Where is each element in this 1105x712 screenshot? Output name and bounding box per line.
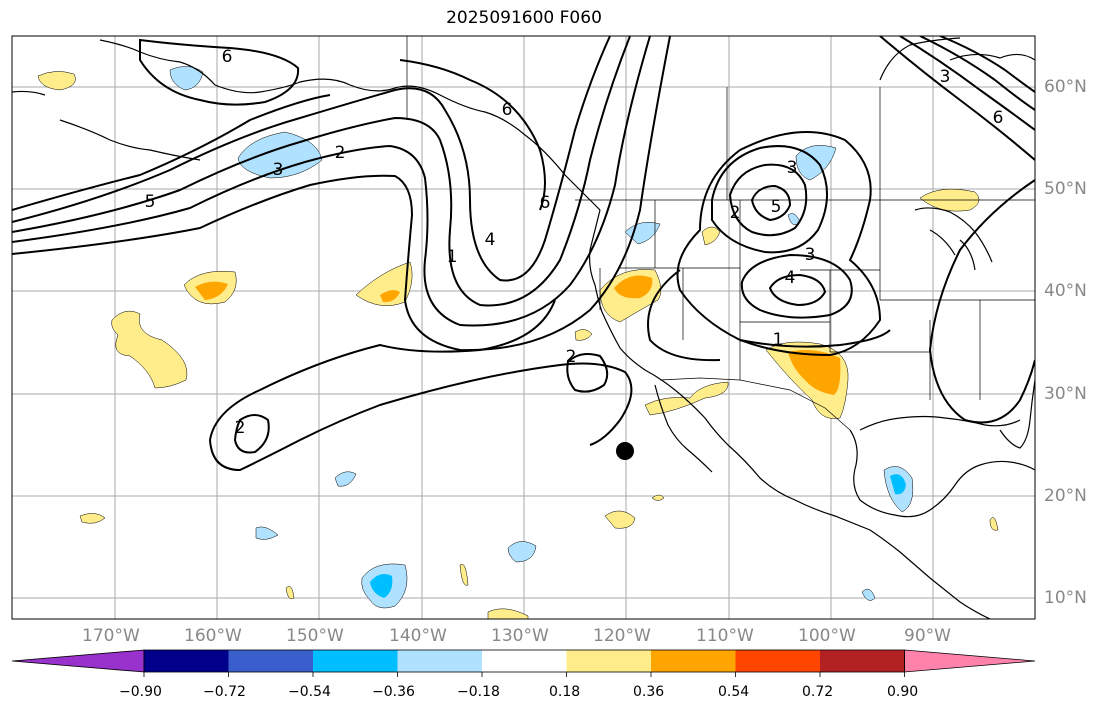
colorbar-tick-label: −0.72 — [203, 684, 246, 700]
colorbar-bin — [651, 650, 736, 672]
colorbar-bin — [566, 650, 651, 672]
lat-label: 60°N — [1044, 77, 1087, 97]
colorbar-bin — [228, 650, 313, 672]
lat-label: 20°N — [1044, 486, 1087, 506]
colorbar-ticks — [143, 672, 905, 677]
lon-label: 140°W — [389, 626, 447, 646]
contour-label: 3 — [787, 158, 798, 178]
colorbar-frame — [143, 649, 905, 673]
colorbar-bin — [820, 650, 905, 672]
contour-label: 6 — [502, 100, 513, 120]
colorbar-bin — [482, 650, 567, 672]
contour-label: 6 — [993, 108, 1004, 128]
colorbar-tick-label: 0.36 — [633, 684, 665, 700]
colorbar-bin — [397, 650, 482, 672]
contour-label: 2 — [730, 203, 741, 223]
contour-label: 2 — [335, 143, 346, 163]
lat-label: 40°N — [1044, 281, 1087, 301]
contour-label: 4 — [785, 268, 796, 288]
contour-label: 3 — [940, 67, 951, 87]
colorbar-extend-low — [11, 649, 145, 673]
colorbar-tick-label: 0.90 — [887, 684, 919, 700]
lon-label: 170°W — [82, 626, 140, 646]
contour-label: 6 — [540, 193, 551, 213]
contour-label: 2 — [235, 418, 246, 438]
lon-label: 160°W — [184, 626, 242, 646]
contour-label: 1 — [447, 247, 458, 267]
colorbar-bin — [735, 650, 820, 672]
colorbar-tick-label: 0.72 — [802, 684, 834, 700]
colorbar-tick-label: −0.90 — [119, 684, 162, 700]
colorbar-extend-high — [904, 649, 1036, 673]
colorbar-tick-label: 0.18 — [549, 684, 581, 700]
contour-label: 2 — [566, 347, 577, 367]
lon-label: 90°W — [904, 626, 951, 646]
colorbar-tick-label: −0.18 — [457, 684, 500, 700]
colorbar-bin — [144, 650, 229, 672]
political-borders — [406, 36, 1035, 431]
lon-label: 100°W — [798, 626, 856, 646]
graticule — [12, 36, 1035, 619]
lat-label: 30°N — [1044, 384, 1087, 404]
shading-negative — [169, 66, 914, 609]
lon-label: 150°W — [286, 626, 344, 646]
contour-label: 3 — [273, 160, 284, 180]
colorbar-bin — [313, 650, 398, 672]
contour-labels: 6 6 6 6 5 5 4 4 3 3 3 3 2 2 2 2 1 1 — [145, 47, 1004, 438]
lat-label: 50°N — [1044, 179, 1087, 199]
colorbar — [11, 649, 1036, 677]
contour-label: 1 — [773, 330, 784, 350]
lat-label: 10°N — [1044, 588, 1087, 608]
lon-label: 120°W — [593, 626, 651, 646]
map-frame — [11, 35, 1036, 620]
contour-label: 3 — [805, 245, 816, 265]
colorbar-tick-label: 0.54 — [718, 684, 750, 700]
map-title: 2025091600 F060 — [446, 8, 602, 28]
lon-label: 110°W — [696, 626, 754, 646]
colorbar-tick-label: −0.54 — [288, 684, 331, 700]
lon-label: 130°W — [491, 626, 549, 646]
contour-lines — [12, 36, 1035, 472]
contour-label: 6 — [222, 47, 233, 67]
colorbar-tick-label: −0.36 — [372, 684, 415, 700]
contour-label: 5 — [771, 197, 782, 217]
location-marker — [616, 442, 634, 460]
contour-label: 5 — [145, 192, 156, 212]
shading-positive — [37, 71, 999, 619]
contour-label: 4 — [485, 230, 496, 250]
